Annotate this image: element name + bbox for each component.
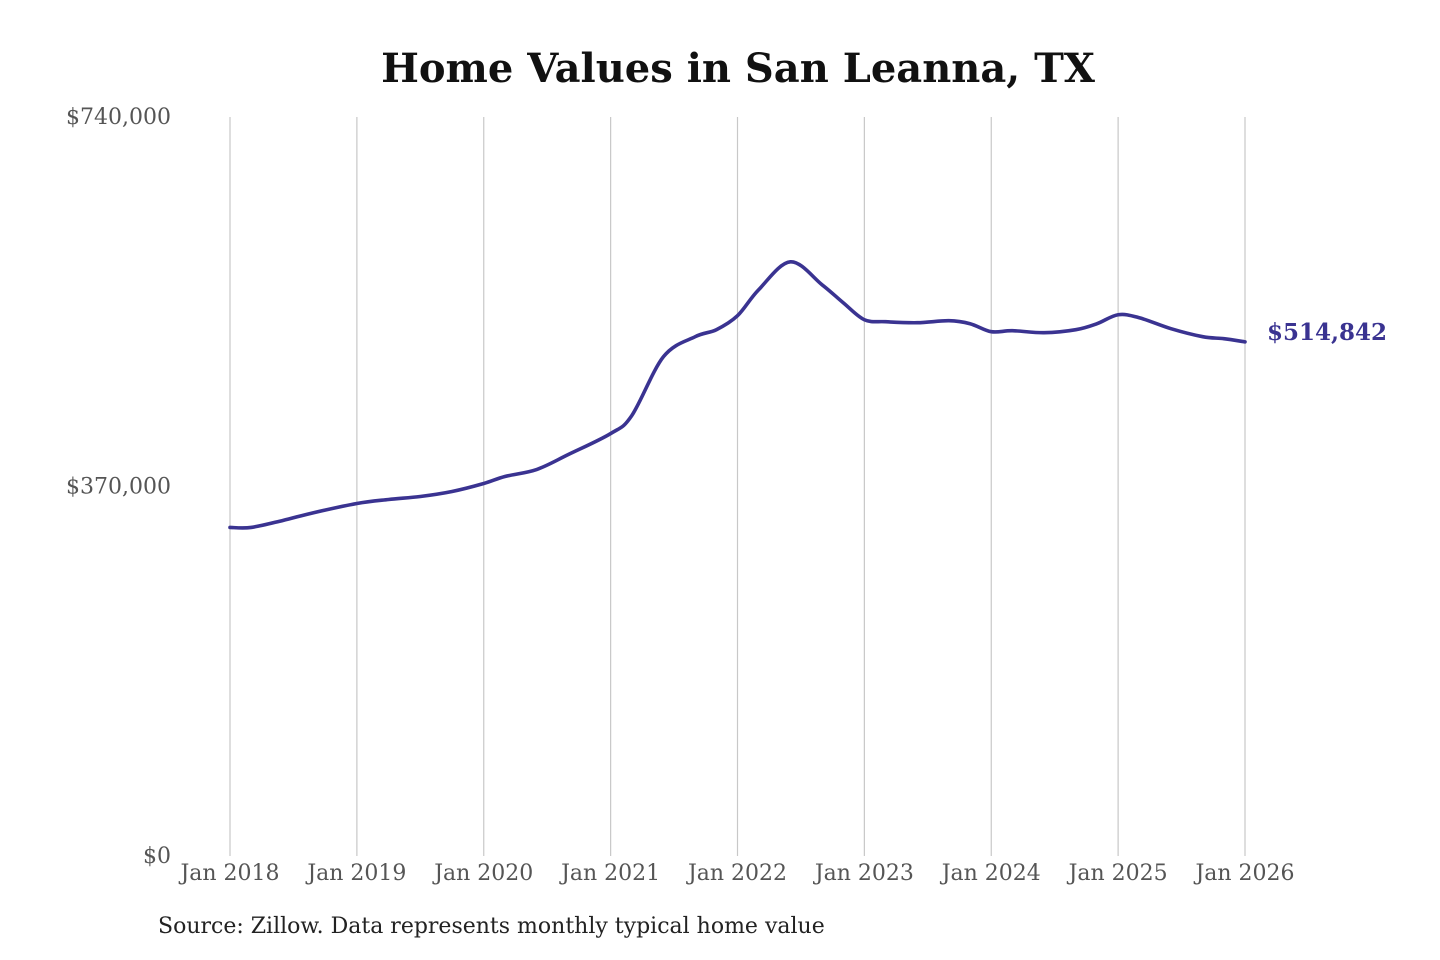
y-tick-label: $370,000 bbox=[66, 475, 171, 500]
x-tick-label: Jan 2020 bbox=[432, 861, 533, 886]
x-tick-label: Jan 2026 bbox=[1193, 861, 1294, 886]
y-tick-label: $0 bbox=[143, 844, 171, 869]
series-line bbox=[228, 260, 1247, 530]
source-note: Source: Zillow. Data represents monthly … bbox=[158, 914, 825, 939]
chart-title: Home Values in San Leanna, TX bbox=[381, 45, 1095, 92]
y-tick-label: $740,000 bbox=[66, 105, 171, 130]
vertical-grid-lines bbox=[229, 117, 1246, 856]
series-layer: $514,842 bbox=[228, 260, 1387, 530]
y-axis-tick-labels: $0 $370,000 $740,000 bbox=[66, 105, 171, 869]
x-tick-label: Jan 2024 bbox=[940, 861, 1041, 886]
x-tick-label: Jan 2019 bbox=[305, 861, 406, 886]
x-tick-label: Jan 2025 bbox=[1067, 861, 1168, 886]
x-tick-label: Jan 2022 bbox=[686, 861, 787, 886]
x-tick-label: Jan 2023 bbox=[813, 861, 914, 886]
end-value-label: $514,842 bbox=[1267, 319, 1387, 346]
x-axis-tick-labels: Jan 2018 Jan 2019 Jan 2020 Jan 2021 Jan 2022… bbox=[178, 861, 1294, 886]
x-tick-label: Jan 2018 bbox=[178, 861, 279, 886]
x-tick-label: Jan 2021 bbox=[559, 861, 660, 886]
